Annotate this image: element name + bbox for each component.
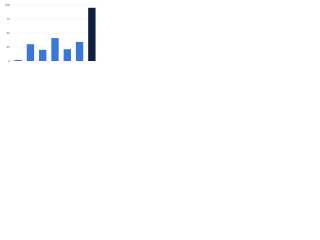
page: {"chart_data": {"type": "bar", "categori… <box>0 0 100 71</box>
bar <box>51 38 59 61</box>
bar <box>26 44 35 61</box>
y-tick-label: 50 <box>7 31 11 35</box>
y-tick-label: 0 <box>8 59 10 63</box>
bar <box>14 59 22 61</box>
bar <box>63 49 71 61</box>
y-tick-label: 25 <box>7 45 11 49</box>
chart: 0 25 50 75 100 <box>5 3 98 63</box>
y-tick-label: 100 <box>5 3 10 7</box>
bar <box>75 41 84 61</box>
y-tick-label: 75 <box>7 17 11 21</box>
bar <box>88 7 96 62</box>
bar <box>39 49 47 61</box>
